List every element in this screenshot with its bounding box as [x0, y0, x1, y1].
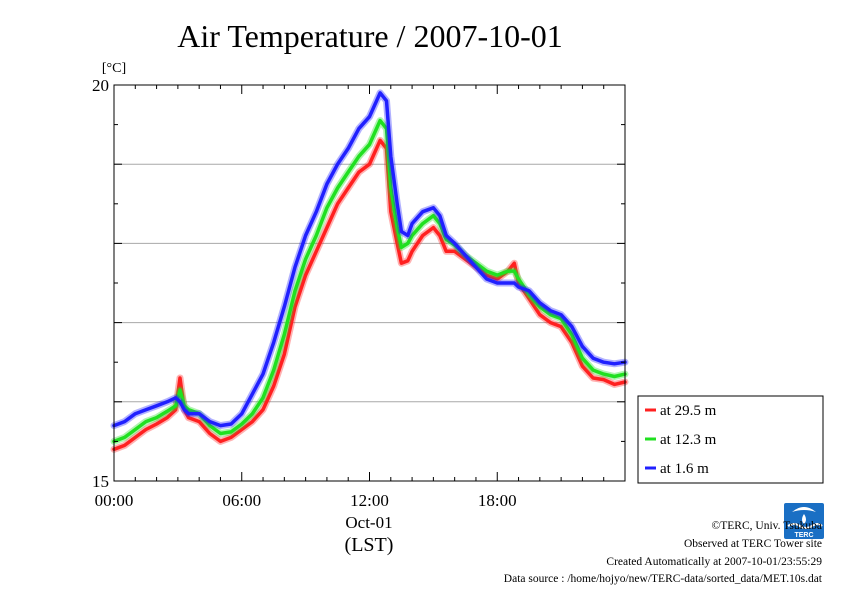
observed-text: Observed at TERC Tower site — [683, 538, 822, 550]
legend-label: at 12.3 m — [660, 432, 717, 448]
series-1 — [110, 117, 629, 445]
series-band — [110, 136, 629, 453]
x-tick-label: 00:00 — [95, 491, 134, 510]
series-band — [110, 117, 629, 445]
tick-labels: 00:00 06:00 12:00 18:00 15 20 — [92, 76, 517, 510]
x-axis-unit-label: (LST) — [345, 534, 394, 556]
axis-ticks — [113, 84, 626, 482]
legend-label: at 29.5 m — [660, 403, 717, 419]
chart-title: Air Temperature / 2007-10-01 — [177, 18, 563, 54]
series-2 — [110, 89, 629, 430]
y-tick-label: 20 — [92, 76, 109, 95]
y-tick-label: 15 — [92, 472, 109, 491]
x-tick-label: 06:00 — [222, 491, 261, 510]
x-axis-date-label: Oct-01 — [345, 513, 392, 532]
series-group — [110, 89, 629, 453]
series-0 — [110, 136, 629, 453]
copyright-text: ©TERC, Univ. Tsukuba — [711, 520, 822, 532]
legend-box — [637, 395, 824, 484]
grid — [114, 163, 625, 403]
logo-text: TERC — [794, 532, 813, 539]
created-text: Created Automatically at 2007-10-01/23:5… — [606, 556, 822, 568]
y-axis-unit: [°C] — [102, 61, 126, 76]
x-tick-label: 18:00 — [478, 491, 517, 510]
series-line — [112, 118, 627, 444]
terc-logo: TERC — [784, 503, 824, 539]
source-text: Data source : /home/hojyo/new/TERC-data/… — [503, 573, 822, 585]
x-tick-label: 12:00 — [350, 491, 389, 510]
series-line — [112, 91, 627, 428]
series-line — [112, 138, 627, 452]
legend-label: at 1.6 m — [660, 461, 709, 477]
legend: at 29.5 m at 12.3 m at 1.6 m — [637, 395, 824, 484]
